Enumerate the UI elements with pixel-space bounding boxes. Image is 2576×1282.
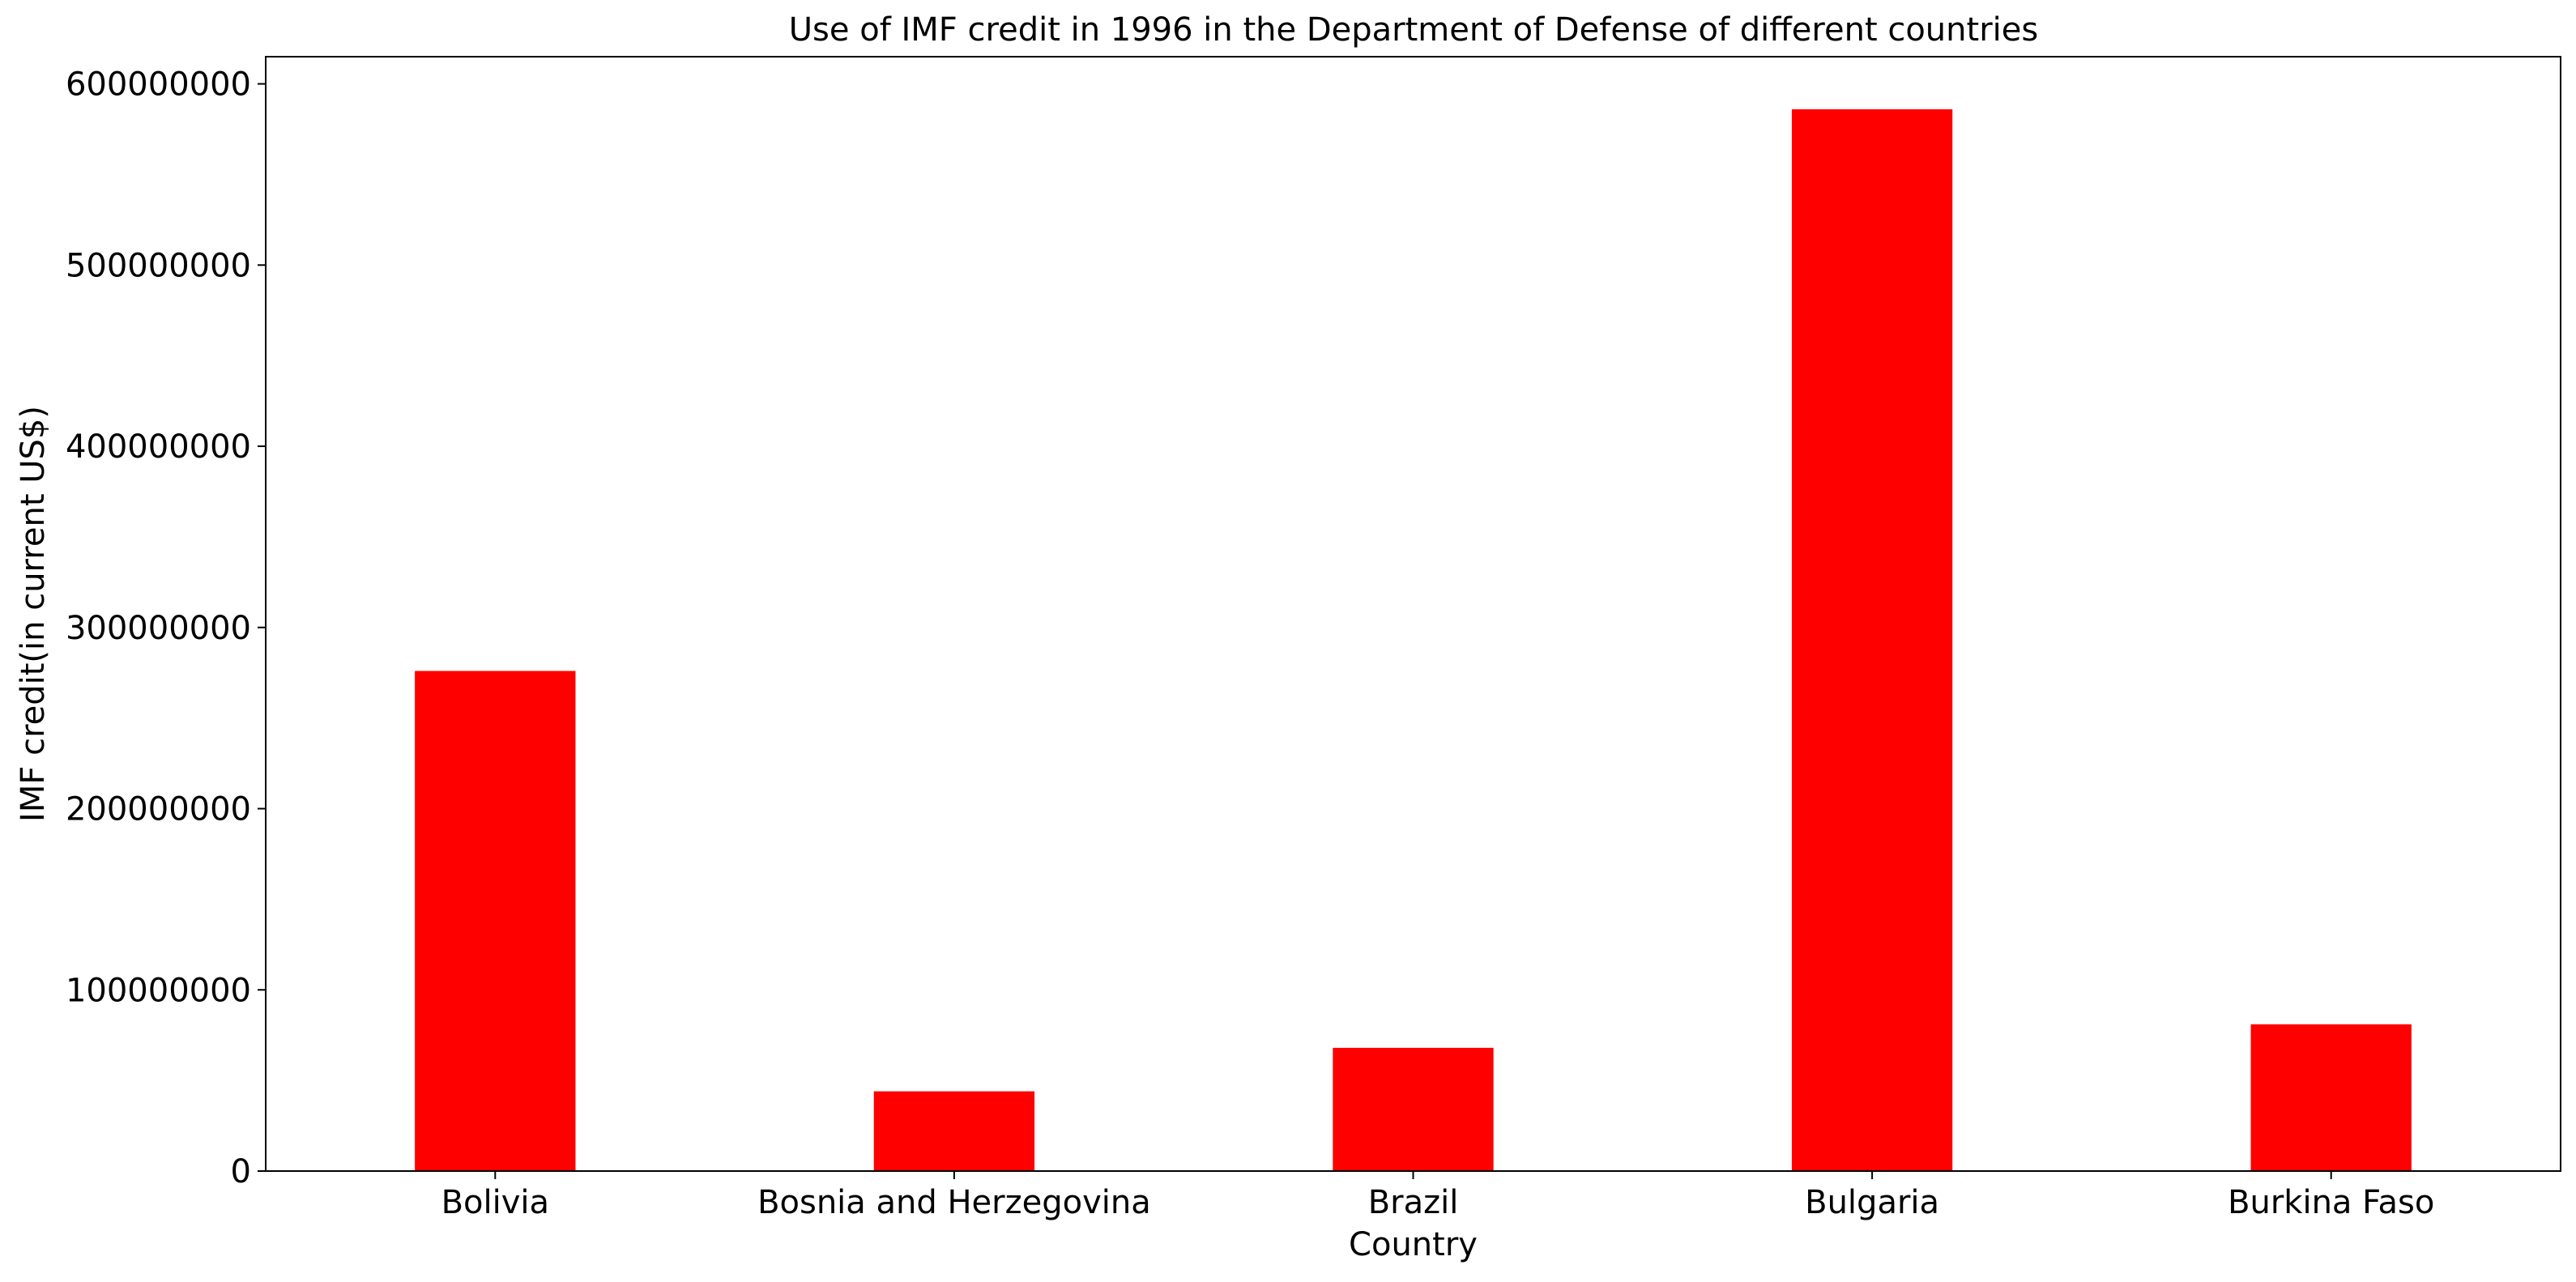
y-axis-ticks: 0 100000000 200000000 300000000 400000000 500… (66, 66, 266, 1190)
x-tick-label: Bosnia and Herzegovina (757, 1184, 1151, 1221)
x-axis-title: Country (1349, 1226, 1478, 1263)
y-tick-label: 200000000 (66, 791, 251, 828)
y-tick-label: 300000000 (66, 610, 251, 647)
bar-burkina-faso (2250, 1024, 2412, 1171)
y-axis-title: IMF credit(in current US$) (15, 406, 52, 822)
chart-title: Use of IMF credit in 1996 in the Departm… (789, 11, 2038, 49)
y-tick-label: 500000000 (66, 247, 251, 284)
y-tick-label: 400000000 (66, 428, 251, 466)
bar-brazil (1333, 1047, 1494, 1171)
bar-bosnia-and-herzegovina (873, 1091, 1035, 1171)
x-tick-label: Bolivia (441, 1184, 549, 1221)
x-axis-ticks: Bolivia Bosnia and Herzegovina Brazil Bulga… (441, 1171, 2434, 1221)
y-tick-label: 0 (231, 1153, 251, 1190)
bars-group (415, 109, 2412, 1172)
y-tick-label: 100000000 (66, 972, 251, 1009)
bar-bulgaria (1791, 109, 1953, 1172)
bar-bolivia (415, 671, 576, 1171)
x-tick-label: Burkina Faso (2228, 1184, 2434, 1221)
x-tick-label: Brazil (1368, 1184, 1459, 1221)
plot-frame (265, 56, 2561, 1172)
x-tick-label: Bulgaria (1805, 1184, 1939, 1221)
y-tick-label: 600000000 (66, 66, 251, 104)
